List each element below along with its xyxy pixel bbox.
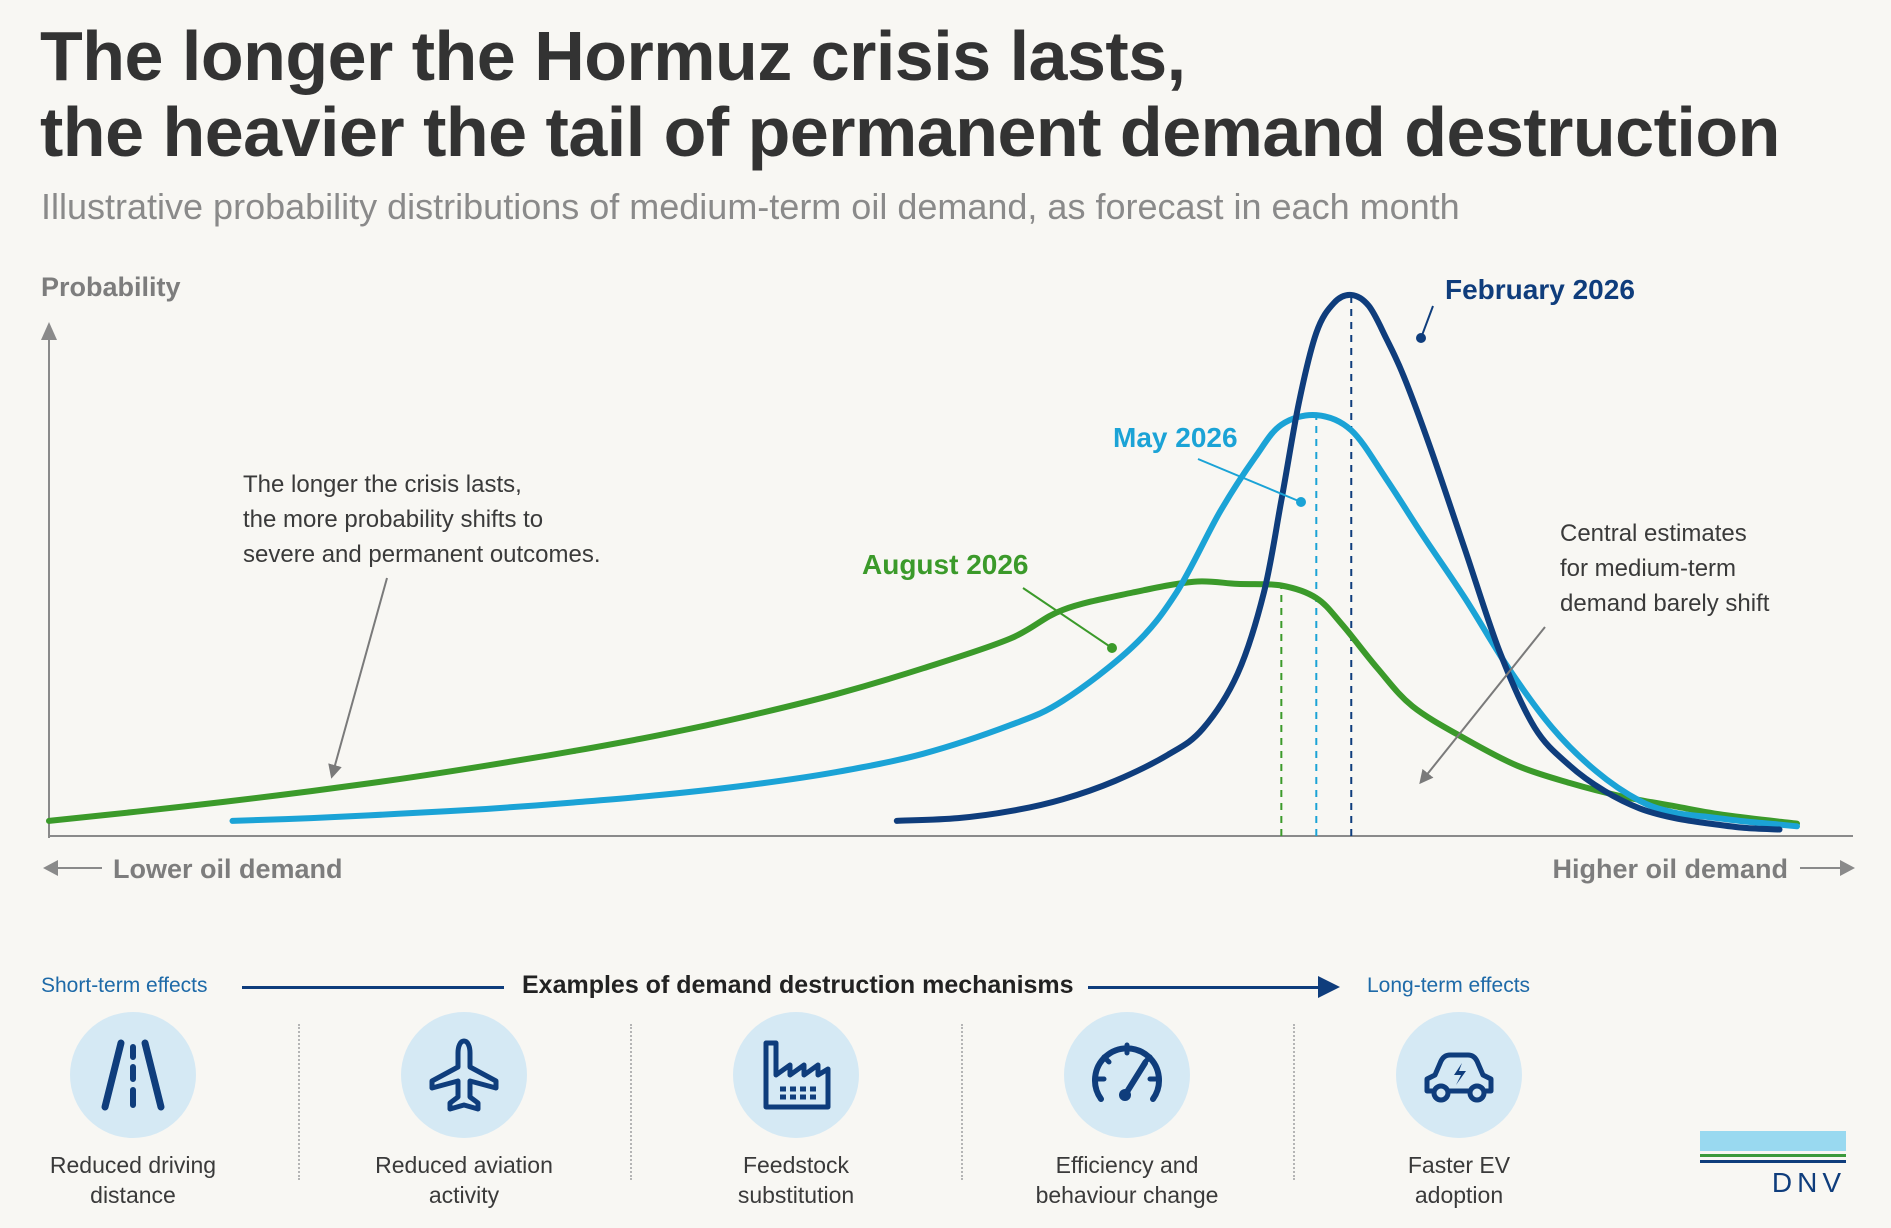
road-icon: [101, 1039, 165, 1111]
series-label-february-2026: February 2026: [1445, 274, 1635, 305]
leader-dot-february-2026: [1416, 333, 1426, 343]
logo-band-light: [1700, 1131, 1846, 1151]
central-annotation: Central estimates for medium-term demand…: [1560, 520, 1770, 617]
chart-title: The longer the Hormuz crisis lasts, the …: [40, 18, 1780, 170]
chart-subtitle: Illustrative probability distributions o…: [41, 186, 1460, 227]
mechanism-divider: [1293, 1024, 1295, 1180]
mechanisms-arrow-line-right: [1088, 986, 1320, 989]
mechanism-label-line-2: behaviour change: [1035, 1182, 1219, 1208]
electric-car-icon: [1424, 1052, 1494, 1103]
series-line-february-2026: [893, 291, 1783, 833]
mechanism-icon-circle: [401, 1012, 527, 1138]
mechanism-label: Reduced aviation activity: [314, 1150, 614, 1210]
tail-annotation-line-1: The longer the crisis lasts,: [243, 471, 522, 498]
mechanisms-arrow-head-icon: [1318, 976, 1340, 998]
mechanism-icon-circle: [1396, 1012, 1522, 1138]
mechanism-label: Reduced driving distance: [0, 1150, 283, 1210]
mechanism-label: Feedstock substitution: [646, 1150, 946, 1210]
mechanism-divider: [630, 1024, 632, 1180]
logo-band-green: [1700, 1154, 1846, 1157]
short-term-effects-label: Short-term effects: [41, 974, 208, 997]
mechanism-icon-circle: [1064, 1012, 1190, 1138]
tail-annotation-line-2: the more probability shifts to: [243, 506, 543, 533]
mechanism-icon-circle: [733, 1012, 859, 1138]
mechanism-label-line-2: activity: [428, 1182, 500, 1208]
title-line-2: the heavier the tail of permanent demand…: [40, 93, 1780, 171]
central-annotation-line-1: Central estimates: [1560, 520, 1747, 547]
mechanism-divider: [298, 1024, 300, 1180]
mechanism-label: Faster EV adoption: [1309, 1150, 1609, 1210]
series-line-may-2026: [229, 411, 1800, 830]
leader-line-august-2026: [1022, 587, 1113, 649]
mechanism-item-ev: Faster EV adoption: [1309, 1012, 1609, 1210]
airplane-icon: [429, 1038, 499, 1112]
leader-line-may-2026: [1197, 458, 1302, 503]
mechanism-item-feedstock: Feedstock substitution: [646, 1012, 946, 1210]
y-axis-arrow-icon: [41, 322, 57, 340]
x-axis-left-label: Lower oil demand: [113, 854, 343, 884]
y-axis-label: Probability: [41, 272, 181, 302]
long-term-effects-label: Long-term effects: [1367, 974, 1531, 997]
mechanism-label-line-1: Reduced driving: [49, 1152, 217, 1178]
central-annotation-arrow: [1419, 626, 1546, 785]
mechanism-label-line-1: Efficiency and: [1055, 1152, 1199, 1178]
lower-demand-arrow-icon: [43, 860, 58, 876]
leader-line-february-2026: [1420, 305, 1434, 339]
series-label-august-2026: August 2026: [862, 549, 1029, 580]
logo-band-navy: [1700, 1160, 1846, 1163]
dnv-logo: DNV: [1700, 1131, 1846, 1199]
mechanism-divider: [961, 1024, 963, 1180]
leader-dot-august-2026: [1107, 643, 1117, 653]
mechanism-label-line-1: Reduced aviation: [375, 1152, 553, 1178]
series-label-may-2026: May 2026: [1113, 422, 1238, 453]
mechanisms-header: Short-term effects Examples of demand de…: [0, 960, 1891, 1010]
mechanism-icon-circle: [70, 1012, 196, 1138]
mechanisms-arrow-line-left: [242, 986, 504, 989]
mechanism-label-line-2: adoption: [1414, 1182, 1504, 1208]
mechanism-label-line-1: Faster EV: [1407, 1152, 1511, 1178]
x-axis-right-label: Higher oil demand: [1552, 854, 1788, 884]
speedometer-icon: [1092, 1042, 1162, 1102]
central-annotation-line-3: demand barely shift: [1560, 590, 1770, 617]
mechanism-label-line-2: distance: [90, 1182, 176, 1208]
central-annotation-line-2: for medium-term: [1560, 555, 1736, 582]
higher-demand-arrow-icon: [1840, 860, 1855, 876]
chart-plot: Probability Lower oil demand Higher oil …: [41, 272, 1855, 884]
mechanisms-title: Examples of demand destruction mechanism…: [522, 971, 1074, 999]
mechanism-item-efficiency: Efficiency and behaviour change: [977, 1012, 1277, 1210]
mechanism-label-line-2: substitution: [737, 1182, 855, 1208]
tail-annotation: The longer the crisis lasts, the more pr…: [243, 471, 601, 568]
title-line-1: The longer the Hormuz crisis lasts,: [40, 17, 1186, 95]
mechanism-label: Efficiency and behaviour change: [977, 1150, 1277, 1210]
leader-dot-may-2026: [1296, 497, 1306, 507]
logo-text: DNV: [1771, 1167, 1846, 1198]
mechanism-item-aviation: Reduced aviation activity: [314, 1012, 614, 1210]
factory-icon: [763, 1040, 831, 1110]
series-line-august-2026: [46, 578, 1800, 827]
mechanism-item-driving: Reduced driving distance: [0, 1012, 283, 1210]
mechanism-label-line-1: Feedstock: [742, 1152, 850, 1178]
tail-annotation-line-3: severe and permanent outcomes.: [243, 541, 601, 568]
tail-annotation-arrow: [328, 577, 388, 779]
